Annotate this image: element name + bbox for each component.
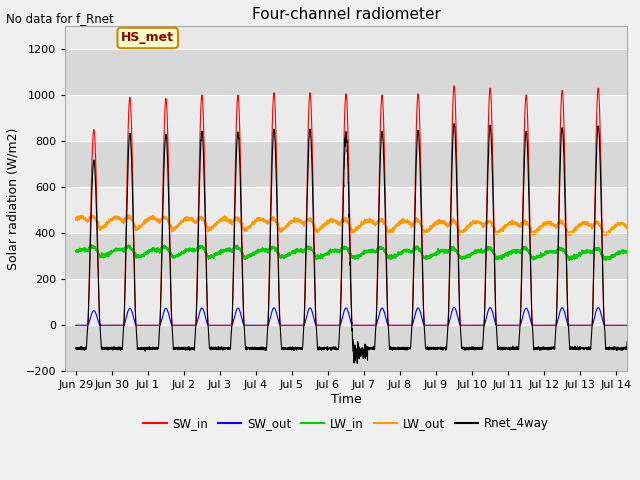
Rnet_4way bbox=[191, 329, 199, 335]
LW_out bbox=[417, 222, 424, 228]
LW_in bbox=[72, 249, 79, 254]
Bar bbox=[65, 141, 627, 187]
Line: SW_out: SW_out bbox=[76, 307, 640, 325]
Rnet_4way bbox=[386, 345, 394, 350]
Rnet_4way bbox=[566, 345, 573, 351]
SW_out bbox=[566, 323, 573, 328]
Rnet_4way bbox=[523, 131, 531, 137]
LW_out bbox=[125, 212, 133, 217]
SW_in bbox=[417, 148, 424, 154]
LW_in bbox=[566, 255, 573, 261]
Line: LW_out: LW_out bbox=[76, 215, 640, 237]
SW_in bbox=[72, 323, 79, 328]
SW_in bbox=[551, 323, 559, 328]
SW_in bbox=[386, 323, 394, 328]
Rnet_4way bbox=[353, 360, 361, 366]
SW_out bbox=[72, 323, 79, 328]
X-axis label: Time: Time bbox=[331, 393, 362, 406]
LW_out bbox=[551, 223, 559, 228]
Bar bbox=[65, 95, 627, 141]
LW_out bbox=[386, 227, 394, 233]
SW_out bbox=[551, 323, 559, 328]
Line: SW_in: SW_in bbox=[76, 86, 640, 325]
SW_out bbox=[522, 305, 530, 311]
Bar bbox=[65, 187, 627, 233]
SW_in bbox=[522, 93, 530, 98]
LW_out bbox=[522, 219, 530, 225]
LW_in bbox=[191, 248, 199, 253]
LW_in bbox=[551, 249, 559, 254]
SW_out bbox=[450, 304, 458, 310]
Line: Rnet_4way: Rnet_4way bbox=[76, 124, 640, 363]
Title: Four-channel radiometer: Four-channel radiometer bbox=[252, 7, 440, 22]
Text: No data for f_Rnet: No data for f_Rnet bbox=[6, 12, 114, 25]
LW_out bbox=[566, 230, 573, 236]
Bar bbox=[65, 279, 627, 325]
LW_in bbox=[522, 247, 530, 252]
Bar bbox=[65, 49, 627, 95]
SW_in bbox=[191, 323, 199, 328]
Rnet_4way bbox=[450, 121, 458, 127]
LW_out bbox=[72, 215, 79, 221]
Y-axis label: Solar radiation (W/m2): Solar radiation (W/m2) bbox=[7, 128, 20, 270]
Rnet_4way bbox=[72, 345, 79, 350]
LW_out bbox=[191, 219, 199, 225]
LW_in bbox=[417, 249, 424, 254]
SW_in bbox=[450, 83, 458, 89]
Line: LW_in: LW_in bbox=[76, 245, 640, 261]
Bar bbox=[65, 233, 627, 279]
Text: HS_met: HS_met bbox=[121, 31, 174, 45]
LW_in bbox=[88, 242, 95, 248]
SW_out bbox=[417, 310, 424, 315]
Rnet_4way bbox=[551, 344, 559, 350]
LW_out bbox=[637, 234, 640, 240]
SW_out bbox=[386, 323, 394, 328]
Legend: SW_in, SW_out, LW_in, LW_out, Rnet_4way: SW_in, SW_out, LW_in, LW_out, Rnet_4way bbox=[138, 412, 554, 435]
SW_out bbox=[191, 323, 199, 328]
Bar bbox=[65, 325, 627, 372]
LW_in bbox=[565, 258, 573, 264]
Rnet_4way bbox=[417, 182, 424, 188]
SW_in bbox=[566, 323, 573, 328]
LW_in bbox=[386, 256, 394, 262]
